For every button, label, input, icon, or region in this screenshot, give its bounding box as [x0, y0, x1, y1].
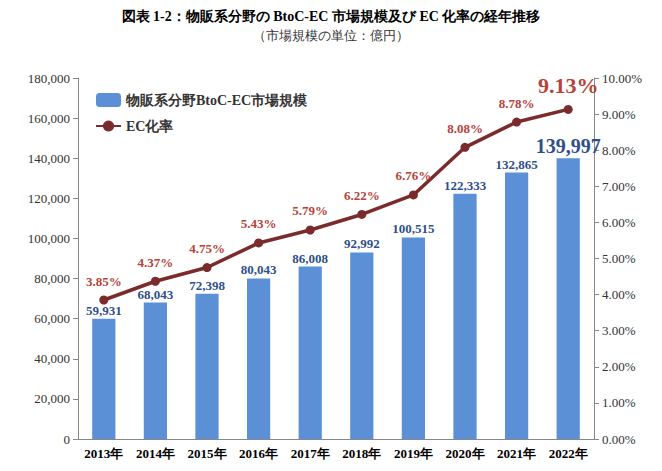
- svg-text:2018年: 2018年: [342, 446, 381, 461]
- svg-text:2014年: 2014年: [136, 446, 175, 461]
- svg-text:8.08%: 8.08%: [447, 121, 483, 136]
- svg-text:120,000: 120,000: [28, 191, 70, 206]
- svg-text:180,000: 180,000: [28, 71, 70, 86]
- svg-text:4.37%: 4.37%: [138, 255, 174, 270]
- svg-text:5.00%: 5.00%: [602, 251, 636, 266]
- svg-text:EC化率: EC化率: [126, 118, 173, 134]
- svg-text:2022年: 2022年: [549, 446, 588, 461]
- svg-text:6.22%: 6.22%: [344, 188, 380, 203]
- svg-text:139,997: 139,997: [536, 135, 601, 157]
- svg-text:68,043: 68,043: [138, 287, 174, 302]
- svg-text:図表 1-2：物販系分野の BtoC-EC 市場規模及び E: 図表 1-2：物販系分野の BtoC-EC 市場規模及び EC 化率の経年推移: [122, 8, 541, 24]
- svg-text:1.00%: 1.00%: [602, 395, 636, 410]
- svg-text:3.00%: 3.00%: [602, 323, 636, 338]
- svg-text:72,398: 72,398: [189, 278, 225, 293]
- svg-text:5.79%: 5.79%: [292, 203, 328, 218]
- svg-text:6.00%: 6.00%: [602, 215, 636, 230]
- svg-text:（市場規模の単位：億円）: （市場規模の単位：億円）: [253, 28, 409, 43]
- svg-text:2021年: 2021年: [497, 446, 536, 461]
- svg-text:122,333: 122,333: [444, 178, 487, 193]
- svg-text:4.00%: 4.00%: [602, 287, 636, 302]
- svg-text:59,931: 59,931: [86, 303, 122, 318]
- svg-text:2015年: 2015年: [188, 446, 227, 461]
- svg-text:100,000: 100,000: [28, 231, 70, 246]
- svg-text:4.75%: 4.75%: [189, 241, 225, 256]
- svg-text:8.00%: 8.00%: [602, 143, 636, 158]
- svg-text:2013年: 2013年: [84, 446, 123, 461]
- svg-text:60,000: 60,000: [34, 311, 70, 326]
- svg-text:80,000: 80,000: [34, 271, 70, 286]
- svg-text:6.76%: 6.76%: [396, 168, 432, 183]
- svg-text:40,000: 40,000: [34, 351, 70, 366]
- svg-text:2019年: 2019年: [394, 446, 433, 461]
- svg-text:9.13%: 9.13%: [538, 73, 599, 98]
- svg-text:7.00%: 7.00%: [602, 179, 636, 194]
- svg-text:132,865: 132,865: [495, 157, 538, 172]
- svg-text:80,043: 80,043: [241, 262, 277, 277]
- svg-text:20,000: 20,000: [34, 391, 70, 406]
- svg-text:140,000: 140,000: [28, 151, 70, 166]
- svg-text:9.00%: 9.00%: [602, 107, 636, 122]
- svg-text:92,992: 92,992: [344, 236, 380, 251]
- svg-text:160,000: 160,000: [28, 111, 70, 126]
- svg-text:5.43%: 5.43%: [241, 216, 277, 231]
- svg-text:2.00%: 2.00%: [602, 359, 636, 374]
- svg-text:8.78%: 8.78%: [499, 96, 535, 111]
- svg-text:物販系分野BtoC-EC市場規模: 物販系分野BtoC-EC市場規模: [125, 92, 308, 108]
- svg-text:2017年: 2017年: [291, 446, 330, 461]
- svg-text:100,515: 100,515: [392, 221, 435, 236]
- svg-text:86,008: 86,008: [292, 251, 328, 266]
- svg-text:0: 0: [64, 432, 71, 447]
- svg-text:2020年: 2020年: [446, 446, 485, 461]
- svg-text:3.85%: 3.85%: [86, 274, 122, 289]
- svg-text:2016年: 2016年: [239, 446, 278, 461]
- svg-text:0.00%: 0.00%: [602, 432, 636, 447]
- svg-text:10.00%: 10.00%: [602, 71, 642, 86]
